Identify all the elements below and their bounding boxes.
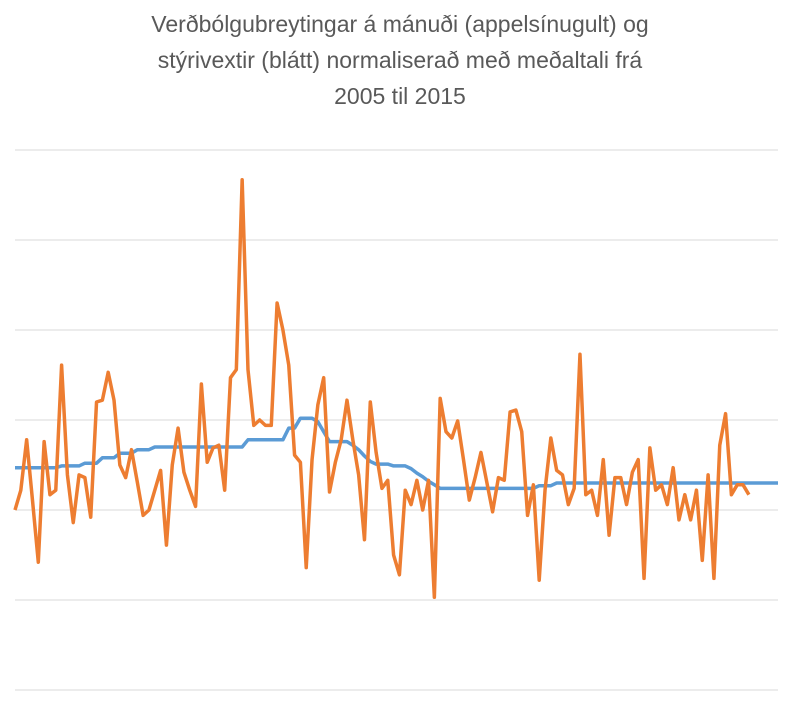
chart-title: 2005 til 2015: [334, 83, 466, 109]
data-line: [13, 177, 751, 600]
data-line: [15, 416, 778, 491]
chart-title: Verðbólgubreytingar á mánuði (appelsínug…: [151, 11, 648, 37]
chart-title: stýrivextir (blátt) normaliserað með með…: [158, 47, 643, 73]
